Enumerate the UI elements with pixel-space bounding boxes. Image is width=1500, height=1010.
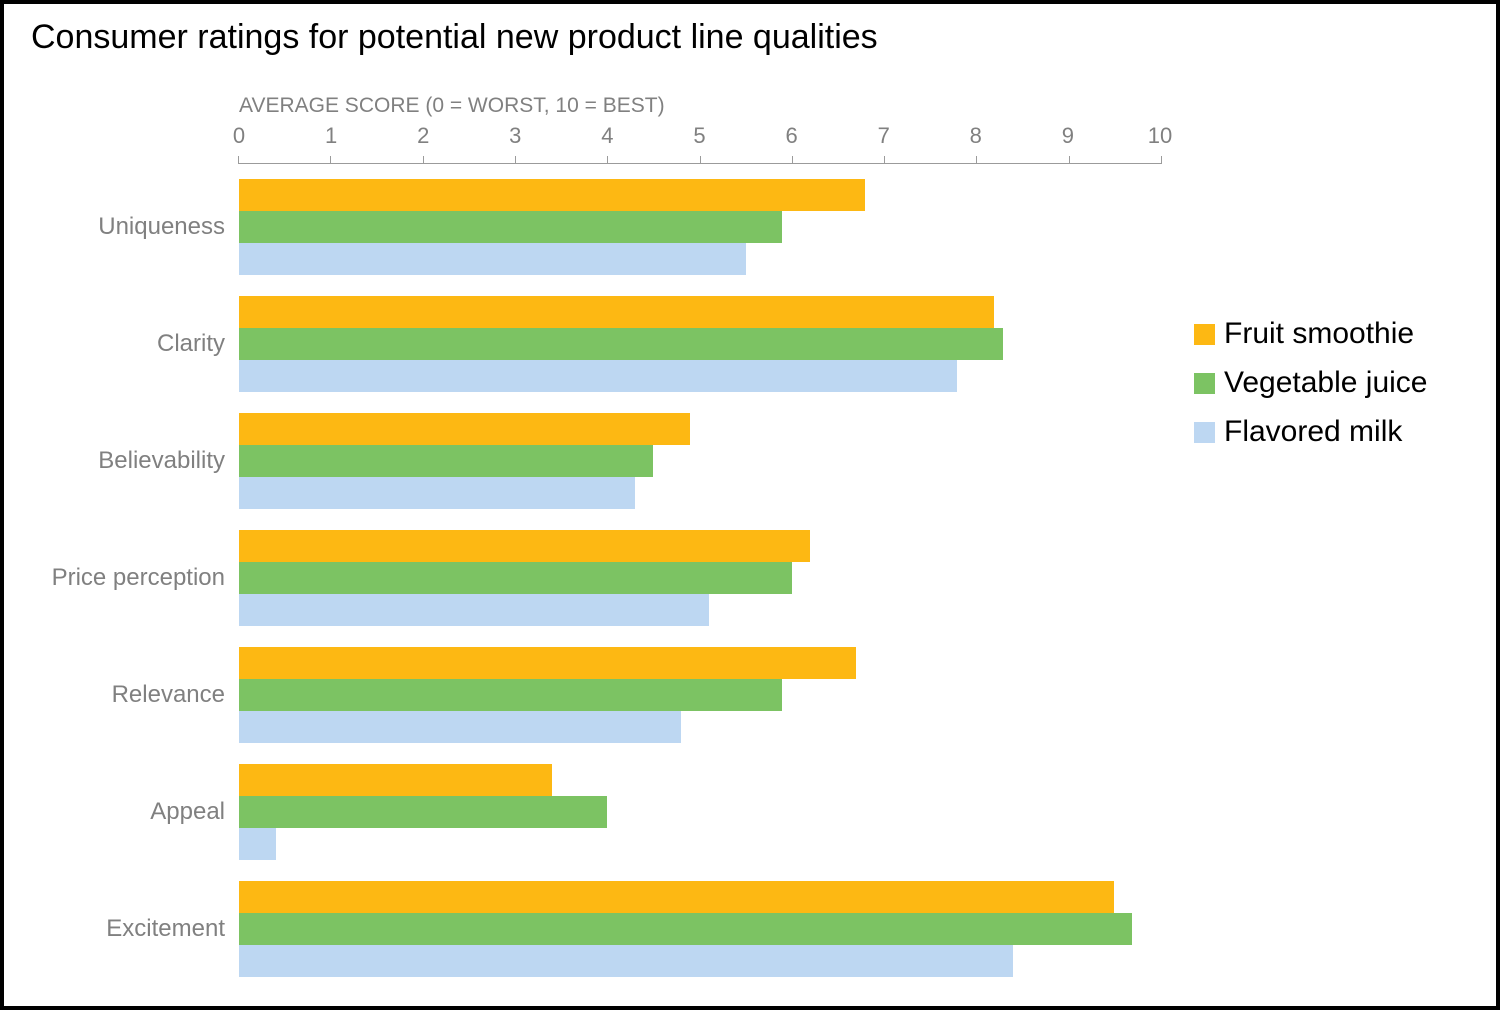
axis-ticks: 0 1 2 3 4 5 6 7 8 9 10 [233,123,1172,151]
tick-mark [330,156,332,164]
bar-flavored-milk [239,477,636,509]
tick-mark [514,156,516,164]
bar-flavored-milk [239,360,958,392]
bar-vegetable-juice [239,913,1133,945]
tick-mark [1068,156,1070,164]
legend-item: Vegetable juice [1194,366,1428,400]
bar-fruit-smoothie [239,179,866,211]
legend-label: Flavored milk [1224,415,1403,448]
tick-mark [699,156,701,164]
legend-label: Vegetable juice [1224,366,1428,399]
category-group: Uniqueness [98,179,1160,275]
tick-label: 10 [1147,123,1173,148]
tick-mark [1161,156,1162,164]
bar-vegetable-juice [239,562,792,594]
bar-fruit-smoothie [239,530,811,562]
category-group: Appeal [150,764,1160,860]
bar-fruit-smoothie [239,881,1114,913]
category-label: Believability [98,447,225,474]
bar-vegetable-juice [239,328,1004,360]
tick-label: 3 [509,123,522,148]
legend-item: Flavored milk [1194,415,1428,449]
tick-mark [791,156,793,164]
bar-groups: Uniqueness Clarity Believability Price perc… [52,179,1160,998]
bar-vegetable-juice [239,211,783,243]
bar-fruit-smoothie [239,647,857,679]
bar-vegetable-juice [239,679,783,711]
category-group: Clarity [157,296,1160,392]
category-group: Excitement [106,881,1160,977]
category-group: Relevance [112,647,1160,743]
category-label: Clarity [156,330,225,357]
tick-label: 5 [693,123,706,148]
bar-fruit-smoothie [239,413,691,445]
bar-vegetable-juice [239,445,654,477]
tick-label: 0 [232,123,246,148]
page-title: Consumer ratings for potential new produ… [31,18,878,56]
tick-label: 6 [785,123,798,148]
legend-swatch [1194,372,1215,394]
legend-swatch [1194,421,1215,443]
tick-label: 2 [417,123,430,148]
tick-mark [422,156,424,164]
bar-flavored-milk [239,594,709,626]
bar-flavored-milk [239,243,746,275]
category-group: Believability [98,413,1160,509]
category-label: Uniqueness [98,213,225,240]
bar-flavored-milk [239,828,276,860]
tick-mark [976,156,978,164]
category-group: Price perception [52,530,1160,626]
tick-mark [238,156,239,164]
axis-line [238,156,1162,164]
axis-title: AVERAGE SCORE (0 = WORST, 10 = BEST) [239,94,665,117]
tick-label: 8 [969,123,982,148]
bar-flavored-milk [239,945,1013,977]
bar-fruit-smoothie [239,764,553,796]
tick-mark [607,156,609,164]
category-label: Relevance [111,681,225,708]
bar-fruit-smoothie [239,296,995,328]
legend-item: Fruit smoothie [1194,317,1428,351]
tick-label: 9 [1061,123,1075,148]
category-label: Appeal [150,798,225,825]
bar-vegetable-juice [239,796,608,828]
tick-label: 4 [601,123,614,148]
bar-flavored-milk [239,711,682,743]
legend-swatch [1194,323,1215,345]
tick-label: 7 [877,123,890,148]
legend: Fruit smoothie Vegetable juice Flavored mi… [1194,317,1428,464]
category-label: Price perception [51,564,225,591]
category-label: Excitement [106,915,225,942]
legend-label: Fruit smoothie [1224,317,1415,350]
tick-mark [884,156,886,164]
tick-label: 1 [324,123,338,148]
